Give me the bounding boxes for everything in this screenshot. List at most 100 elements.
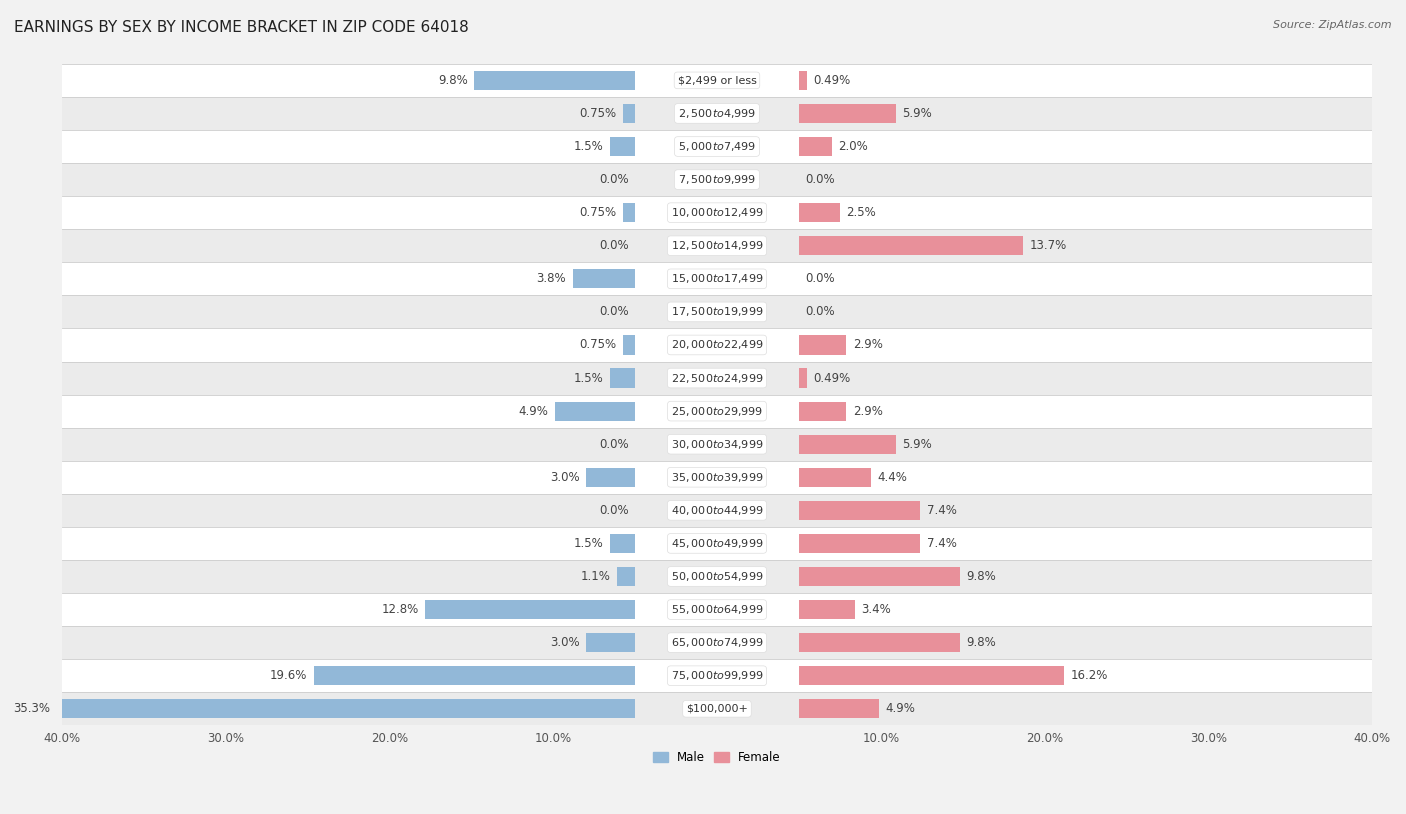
Text: Source: ZipAtlas.com: Source: ZipAtlas.com [1274, 20, 1392, 30]
Text: 4.4%: 4.4% [877, 470, 907, 484]
Text: $15,000 to $17,499: $15,000 to $17,499 [671, 273, 763, 286]
Text: $40,000 to $44,999: $40,000 to $44,999 [671, 504, 763, 517]
Bar [62, 130, 1372, 163]
Bar [623, 335, 636, 355]
Text: 12.8%: 12.8% [381, 603, 419, 616]
Bar [586, 633, 636, 652]
Bar [62, 659, 1372, 692]
Bar [555, 401, 636, 421]
Text: 0.0%: 0.0% [806, 273, 835, 286]
Text: 3.8%: 3.8% [537, 273, 567, 286]
Text: 1.1%: 1.1% [581, 570, 610, 583]
Text: 3.0%: 3.0% [550, 637, 579, 649]
Text: $20,000 to $22,499: $20,000 to $22,499 [671, 339, 763, 352]
Text: $100,000+: $100,000+ [686, 704, 748, 714]
Bar [799, 666, 1064, 685]
Bar [617, 567, 636, 586]
Text: 16.2%: 16.2% [1071, 669, 1108, 682]
Bar [586, 468, 636, 487]
Text: 9.8%: 9.8% [966, 637, 995, 649]
Bar [62, 593, 1372, 626]
Bar [62, 328, 1372, 361]
Text: $2,499 or less: $2,499 or less [678, 76, 756, 85]
Bar [62, 295, 1372, 328]
Bar [610, 137, 636, 156]
Bar [799, 534, 920, 553]
Text: 5.9%: 5.9% [903, 107, 932, 120]
Bar [799, 600, 855, 619]
Text: $50,000 to $54,999: $50,000 to $54,999 [671, 570, 763, 583]
Text: $55,000 to $64,999: $55,000 to $64,999 [671, 603, 763, 616]
Text: 7.4%: 7.4% [927, 537, 956, 550]
Text: 0.0%: 0.0% [599, 173, 628, 186]
Bar [62, 63, 1372, 97]
Bar [610, 534, 636, 553]
Text: 0.0%: 0.0% [599, 305, 628, 318]
Text: 0.49%: 0.49% [814, 371, 851, 384]
Text: 3.0%: 3.0% [550, 470, 579, 484]
Bar [62, 461, 1372, 494]
Text: 1.5%: 1.5% [574, 537, 605, 550]
Text: 0.49%: 0.49% [814, 74, 851, 87]
Text: $30,000 to $34,999: $30,000 to $34,999 [671, 438, 763, 451]
Bar [62, 427, 1372, 461]
Bar [474, 71, 636, 90]
Bar [62, 692, 1372, 725]
Text: 0.75%: 0.75% [579, 339, 616, 352]
Text: $75,000 to $99,999: $75,000 to $99,999 [671, 669, 763, 682]
Text: $2,500 to $4,999: $2,500 to $4,999 [678, 107, 756, 120]
Bar [623, 104, 636, 123]
Text: 2.0%: 2.0% [838, 140, 868, 153]
Bar [623, 203, 636, 222]
Text: $45,000 to $49,999: $45,000 to $49,999 [671, 537, 763, 550]
Bar [799, 567, 959, 586]
Text: $17,500 to $19,999: $17,500 to $19,999 [671, 305, 763, 318]
Text: 1.5%: 1.5% [574, 140, 605, 153]
Text: 3.4%: 3.4% [862, 603, 891, 616]
Bar [62, 230, 1372, 262]
Text: $7,500 to $9,999: $7,500 to $9,999 [678, 173, 756, 186]
Bar [572, 269, 636, 288]
Bar [799, 104, 896, 123]
Bar [799, 137, 832, 156]
Text: 9.8%: 9.8% [439, 74, 468, 87]
Text: 2.9%: 2.9% [853, 405, 883, 418]
Bar [62, 527, 1372, 560]
Text: 0.0%: 0.0% [599, 239, 628, 252]
Text: 0.0%: 0.0% [806, 305, 835, 318]
Bar [56, 699, 636, 719]
Bar [425, 600, 636, 619]
Bar [799, 369, 807, 387]
Bar [62, 626, 1372, 659]
Text: EARNINGS BY SEX BY INCOME BRACKET IN ZIP CODE 64018: EARNINGS BY SEX BY INCOME BRACKET IN ZIP… [14, 20, 468, 35]
Bar [62, 262, 1372, 295]
Text: 7.4%: 7.4% [927, 504, 956, 517]
Legend: Male, Female: Male, Female [648, 746, 786, 769]
Bar [799, 71, 807, 90]
Text: 13.7%: 13.7% [1031, 239, 1067, 252]
Text: $10,000 to $12,499: $10,000 to $12,499 [671, 206, 763, 219]
Bar [799, 468, 872, 487]
Text: 2.5%: 2.5% [846, 206, 876, 219]
Text: 0.75%: 0.75% [579, 107, 616, 120]
Text: 0.75%: 0.75% [579, 206, 616, 219]
Bar [62, 163, 1372, 196]
Bar [799, 401, 846, 421]
Text: 19.6%: 19.6% [270, 669, 308, 682]
Bar [799, 501, 920, 520]
Bar [799, 435, 896, 453]
Bar [799, 203, 839, 222]
Bar [799, 699, 879, 719]
Text: $65,000 to $74,999: $65,000 to $74,999 [671, 637, 763, 649]
Text: $35,000 to $39,999: $35,000 to $39,999 [671, 470, 763, 484]
Bar [799, 633, 959, 652]
Text: 2.9%: 2.9% [853, 339, 883, 352]
Bar [314, 666, 636, 685]
Bar [62, 395, 1372, 427]
Bar [62, 560, 1372, 593]
Text: 1.5%: 1.5% [574, 371, 605, 384]
Bar [62, 361, 1372, 395]
Text: $25,000 to $29,999: $25,000 to $29,999 [671, 405, 763, 418]
Text: $5,000 to $7,499: $5,000 to $7,499 [678, 140, 756, 153]
Bar [799, 335, 846, 355]
